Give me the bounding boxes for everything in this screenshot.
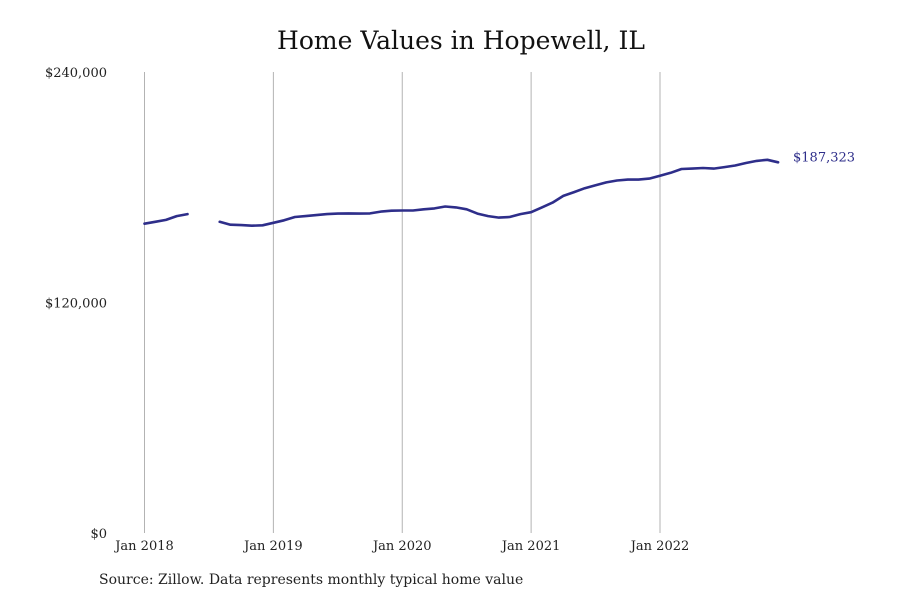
x-tick-label: Jan 2020 — [371, 539, 432, 554]
y-axis-tick-labels: $0 $120,000 $240,000 — [45, 66, 107, 542]
y-tick-label: $0 — [90, 527, 107, 542]
source-note: Source: Zillow. Data represents monthly … — [99, 572, 524, 588]
chart-title: Home Values in Hopewell, IL — [277, 26, 645, 55]
x-tick-label: Jan 2018 — [113, 539, 174, 554]
series-line-segment-0-0 — [143, 212, 189, 225]
end-value-label-group: $187,323 — [793, 150, 855, 165]
x-tick-label: Jan 2021 — [500, 539, 561, 554]
end-value-label: $187,323 — [793, 150, 855, 165]
x-tick-label: Jan 2019 — [242, 539, 303, 554]
x-axis-tick-labels: Jan 2018 Jan 2019 Jan 2020 Jan 2021 Jan 2022 — [113, 539, 689, 554]
y-tick-label: $120,000 — [45, 297, 107, 312]
vertical-gridlines — [144, 72, 661, 533]
series-lines — [143, 158, 780, 227]
x-tick-label: Jan 2022 — [629, 539, 690, 554]
series-line-segment-0-1 — [218, 158, 780, 227]
y-tick-label: $240,000 — [45, 66, 107, 81]
